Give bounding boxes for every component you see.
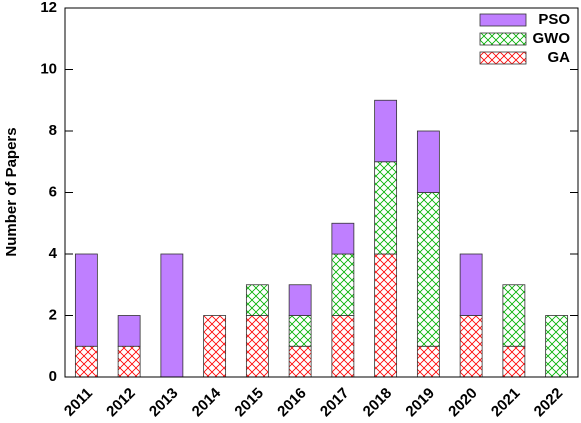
- legend: PSO GWO GA: [479, 11, 571, 66]
- bar-segment: [459, 315, 483, 378]
- bar-segment: [331, 222, 355, 255]
- x-tick-label: 2021: [488, 385, 524, 418]
- x-tick-label: 2022: [531, 385, 567, 418]
- x-tick-label: 2017: [317, 385, 353, 418]
- x-tick-label: 2011: [61, 385, 96, 418]
- y-tick-label: 0: [49, 368, 57, 385]
- bar-segment: [545, 315, 569, 378]
- bar-segment: [245, 315, 269, 378]
- bar-segment: [117, 345, 141, 378]
- bar-segment: [245, 284, 269, 316]
- bar-segment: [459, 253, 483, 316]
- y-tick-label: 6: [49, 183, 57, 200]
- x-tick-label: 2019: [402, 385, 438, 418]
- bar-segment: [374, 161, 398, 255]
- y-tick-label: 2: [49, 306, 57, 323]
- y-tick-label: 8: [49, 122, 57, 139]
- x-tick-label: 2020: [445, 385, 481, 418]
- legend-label: PSO: [538, 11, 570, 28]
- bar-segment: [374, 99, 398, 163]
- bar-segment: [331, 315, 355, 378]
- legend-swatch: [479, 51, 527, 65]
- plot-frame: [64, 7, 579, 378]
- bar-segment: [203, 315, 227, 378]
- bar-segment: [117, 315, 141, 347]
- bar-segment: [74, 253, 98, 347]
- y-tick-label: 12: [40, 0, 57, 16]
- bar-segment: [416, 345, 440, 378]
- bar-segment: [288, 284, 312, 316]
- legend-label: GA: [548, 49, 571, 66]
- bar-segment: [502, 284, 526, 347]
- x-tick-label: 2018: [360, 385, 396, 418]
- x-tick-label: 2016: [274, 385, 310, 418]
- y-tick-label: 4: [49, 245, 58, 262]
- bar-segment: [502, 345, 526, 378]
- y-tick-label: 10: [40, 60, 57, 77]
- bar-segment: [74, 345, 98, 378]
- legend-label: GWO: [533, 30, 571, 47]
- bar-segment: [374, 253, 398, 378]
- x-tick-label: 2013: [146, 385, 182, 418]
- x-tick-label: 2012: [103, 385, 139, 418]
- x-tick-label: 2014: [189, 384, 225, 418]
- legend-swatch: [479, 13, 527, 27]
- y-axis-label: Number of Papers: [3, 127, 20, 256]
- legend-swatch: [479, 32, 527, 46]
- bar-segment: [331, 253, 355, 316]
- bar-segment: [288, 345, 312, 378]
- x-tick-label: 2015: [231, 385, 267, 418]
- bar-segment: [416, 130, 440, 193]
- bar-segment: [416, 192, 440, 347]
- bar-segment: [288, 315, 312, 347]
- bar-segment: [160, 253, 184, 378]
